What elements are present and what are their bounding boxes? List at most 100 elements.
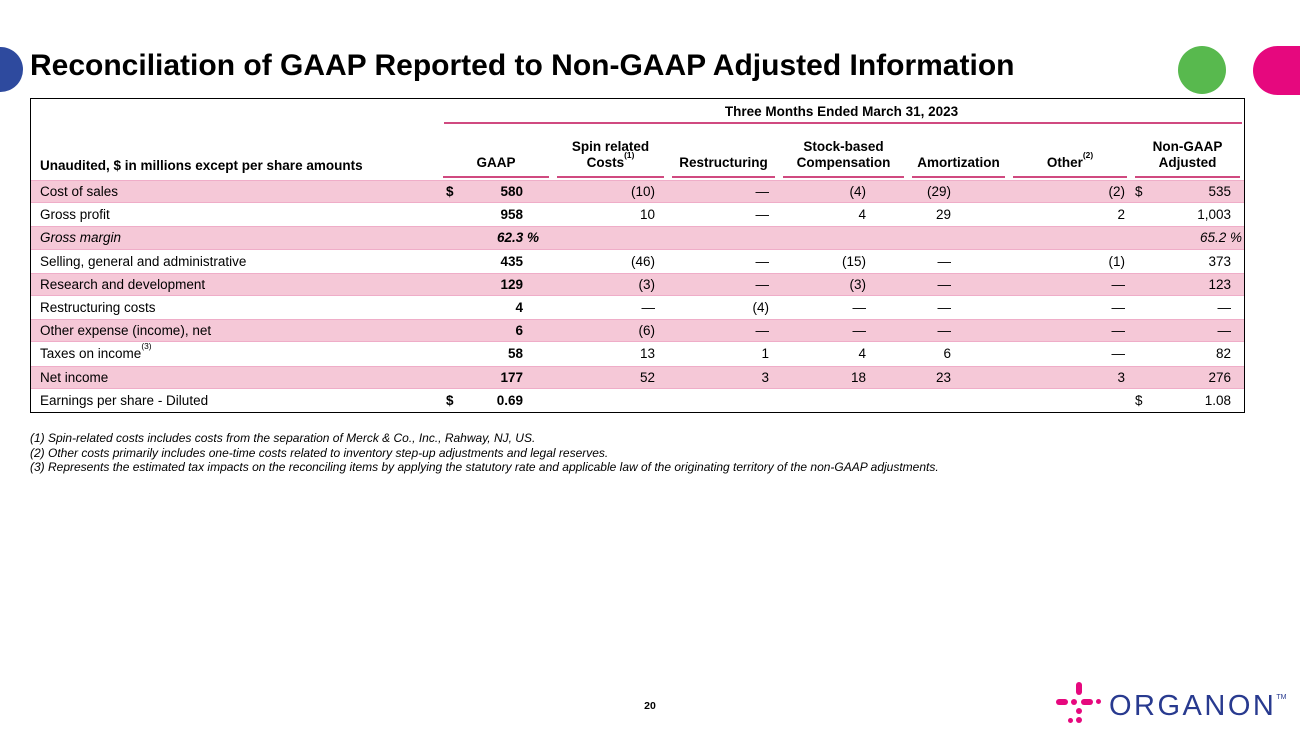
cell-other: (1) xyxy=(1108,253,1126,269)
row-label: Taxes on income(3) xyxy=(40,341,152,362)
cell-spin: (6) xyxy=(638,323,656,339)
table-row: Net income 177 52 3 18 23 3 276 xyxy=(31,365,1244,389)
dollar-sign: $ xyxy=(446,184,454,200)
row-label: Cost of sales xyxy=(40,184,119,200)
column-header-stock: Stock-based Compensation xyxy=(779,139,908,180)
cell-other: — xyxy=(1111,346,1126,362)
cell-restructuring: — xyxy=(755,323,770,339)
organon-wordmark: ORGANONTM xyxy=(1109,690,1287,722)
cell-amortization: — xyxy=(937,300,952,316)
column-header-nongaap: Non-GAAP Adjusted xyxy=(1131,139,1244,180)
cell-other: — xyxy=(1111,276,1126,292)
cell-other: — xyxy=(1111,300,1126,316)
cell-nongaap: 276 xyxy=(1208,369,1231,385)
cell-other: — xyxy=(1111,323,1126,339)
cell-stock: 18 xyxy=(850,369,866,385)
cell-spin: 52 xyxy=(639,369,655,385)
table-row: Earnings per share - Diluted $0.69 $1.08 xyxy=(31,389,1244,412)
cell-gaap: $0.69 xyxy=(446,392,523,408)
reconciliation-table: Three Months Ended March 31, 2023 Unaudi… xyxy=(30,98,1245,413)
cell-spin: 10 xyxy=(639,207,655,223)
period-underline xyxy=(444,122,1242,124)
cell-spin: (10) xyxy=(630,184,655,200)
row-label: Restructuring costs xyxy=(40,300,156,316)
row-label: Gross profit xyxy=(40,207,110,223)
table-row: Other expense (income), net 6 (6) — — — — — xyxy=(31,319,1244,343)
table-row: Research and development 129 (3) — (3) — — 123 xyxy=(31,272,1244,296)
row-label: Research and development xyxy=(40,276,206,292)
cell-amortization: 6 xyxy=(943,346,951,362)
cell-nongaap: 82 xyxy=(1215,346,1231,362)
cell-gaap: 6 xyxy=(515,323,523,339)
column-underline xyxy=(1013,176,1127,178)
cell-spin: (46) xyxy=(630,253,655,269)
table-header: Three Months Ended March 31, 2023 Unaudi… xyxy=(31,99,1244,180)
dollar-sign: $ xyxy=(1135,184,1143,200)
cell-restructuring: — xyxy=(755,184,770,200)
cell-spin: (3) xyxy=(638,276,656,292)
column-underline xyxy=(783,176,904,178)
cell-gaap: 4 xyxy=(515,300,523,316)
cell-amortization: (29) xyxy=(926,184,951,200)
cell-nongaap: 373 xyxy=(1208,253,1231,269)
cell-gaap: $580 xyxy=(446,184,523,200)
period-header: Three Months Ended March 31, 2023 xyxy=(724,104,959,119)
cell-nongaap: 123 xyxy=(1208,276,1231,292)
row-label: Gross margin xyxy=(40,230,122,246)
cell-gaap: 62.3 % xyxy=(496,230,539,246)
row-label: Net income xyxy=(40,369,109,385)
column-header-spin: Spin related Costs(1) xyxy=(553,139,668,180)
slide-title: Reconciliation of GAAP Reported to Non-G… xyxy=(30,49,1015,82)
cell-stock: 4 xyxy=(858,346,866,362)
cell-amortization: 23 xyxy=(935,369,951,385)
cell-gaap: 177 xyxy=(500,369,523,385)
cell-restructuring: (4) xyxy=(752,300,770,316)
cell-restructuring: — xyxy=(755,207,770,223)
table-row: Restructuring costs 4 — (4) — — — — xyxy=(31,296,1244,319)
footnote-line: (1) Spin-related costs includes costs fr… xyxy=(30,431,536,445)
footnote-line: (3) Represents the estimated tax impacts… xyxy=(30,460,939,474)
row-label: Other expense (income), net xyxy=(40,323,212,339)
cell-nongaap: 1,003 xyxy=(1197,207,1231,223)
table-row: Cost of sales $580 (10) — (4) (29) (2) $535 xyxy=(31,180,1244,204)
cell-nongaap: — xyxy=(1217,300,1232,316)
cell-gaap: 129 xyxy=(500,276,523,292)
cell-stock: — xyxy=(852,300,867,316)
cell-nongaap: $1.08 xyxy=(1135,392,1231,408)
dollar-sign: $ xyxy=(1135,392,1143,408)
cell-restructuring: — xyxy=(755,276,770,292)
organon-logo: ORGANONTM xyxy=(1056,674,1286,730)
cell-stock: (15) xyxy=(841,253,866,269)
cell-nongaap: — xyxy=(1217,323,1232,339)
table-corner-label: Unaudited, $ in millions except per shar… xyxy=(40,158,363,173)
cell-other: 3 xyxy=(1117,369,1125,385)
column-header-other: Other(2) xyxy=(1009,151,1131,180)
organon-logo-icon xyxy=(1056,679,1103,726)
decor-green-circle xyxy=(1178,46,1226,94)
trademark-symbol: TM xyxy=(1276,694,1287,701)
cell-gaap: 435 xyxy=(500,253,523,269)
column-header-amortization: Amortization xyxy=(908,155,1009,180)
cell-nongaap: $535 xyxy=(1135,184,1231,200)
table-row: Selling, general and administrative 435 (4… xyxy=(31,250,1244,273)
column-underline xyxy=(557,176,664,178)
cell-gaap: 958 xyxy=(500,207,523,223)
cell-amortization: — xyxy=(937,276,952,292)
table-row: Gross profit 958 10 — 4 29 2 1,003 xyxy=(31,203,1244,226)
row-label: Earnings per share - Diluted xyxy=(40,392,209,408)
table-row: Taxes on income(3) 58 13 1 4 6 — 82 xyxy=(31,342,1244,365)
column-underline xyxy=(1135,176,1240,178)
cell-restructuring: — xyxy=(755,253,770,269)
cell-stock: 4 xyxy=(858,207,866,223)
cell-other: 2 xyxy=(1117,207,1125,223)
column-header-row: Unaudited, $ in millions except per shar… xyxy=(31,139,1244,180)
cell-other: (2) xyxy=(1108,184,1126,200)
cell-nongaap: 65.2 % xyxy=(1199,230,1242,246)
cell-spin: — xyxy=(641,300,656,316)
column-header-gaap: GAAP xyxy=(439,155,553,180)
cell-stock: (3) xyxy=(849,276,867,292)
column-underline xyxy=(672,176,775,178)
cell-amortization: 29 xyxy=(935,207,951,223)
footnote-line: (2) Other costs primarily includes one-t… xyxy=(30,445,609,460)
